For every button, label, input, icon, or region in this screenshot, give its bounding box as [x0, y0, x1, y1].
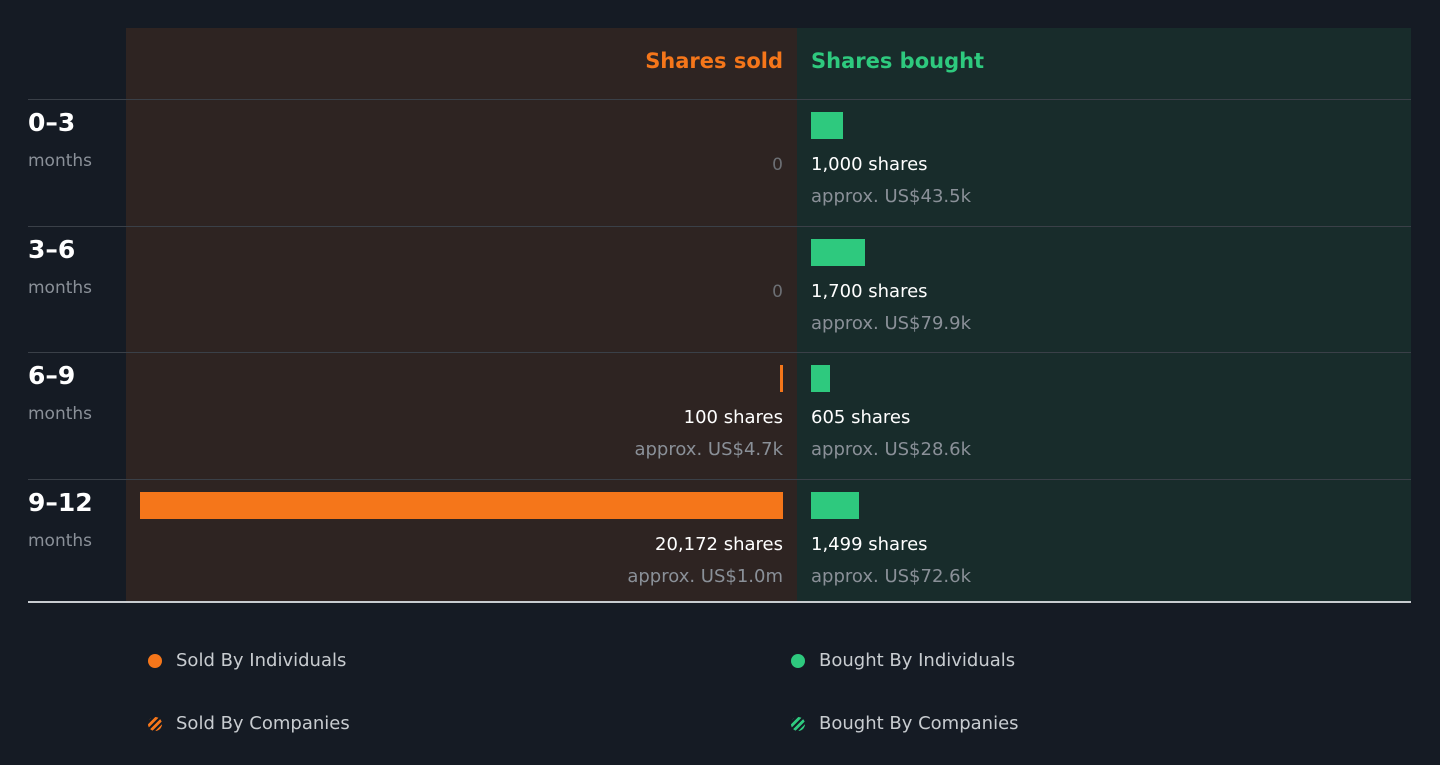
- sold-zero: 0: [772, 155, 783, 175]
- period-unit: months: [28, 151, 93, 171]
- bought-bar: [811, 112, 843, 139]
- row-divider: [28, 225, 1411, 227]
- legend-item: Bought By Individuals: [791, 650, 1015, 671]
- shares-sold-header: Shares sold: [645, 49, 783, 73]
- legend-hatch-icon: [148, 716, 162, 731]
- period-label: 3–6: [28, 234, 76, 264]
- bought-panel: [797, 28, 1411, 602]
- bought-approx-value: approx. US$79.9k: [811, 312, 971, 334]
- legend-dot-icon: [148, 653, 162, 668]
- legend-label: Bought By Individuals: [819, 650, 1016, 671]
- sold-zero: 0: [772, 281, 783, 302]
- sold-shares: 20,172 shares: [655, 533, 783, 555]
- bought-shares: 1,700 shares: [811, 280, 928, 302]
- bought-approx-value: approx. US$72.6k: [811, 565, 971, 587]
- sold-approx-value: approx. US$1.0m: [627, 565, 783, 587]
- legend-hatch-icon: [791, 716, 805, 731]
- chart-baseline: [28, 601, 1411, 603]
- period-unit: months: [28, 530, 93, 551]
- bought-approx-value: approx. US$43.5k: [811, 186, 971, 207]
- legend-item: Sold By Companies: [148, 713, 350, 734]
- legend-item: Sold By Individuals: [148, 650, 346, 671]
- bought-shares: 605 shares: [811, 407, 911, 428]
- legend-label: Sold By Companies: [176, 713, 350, 734]
- row-divider: [28, 478, 1411, 480]
- period-label: 0–3: [28, 108, 76, 137]
- shares-bought-header: Shares bought: [811, 49, 985, 73]
- period-unit: months: [28, 404, 93, 424]
- legend-label: Sold By Individuals: [176, 650, 347, 671]
- row-divider: [28, 99, 1411, 100]
- bought-bar: [811, 238, 865, 266]
- period-unit: months: [28, 277, 93, 298]
- legend-dot-icon: [791, 653, 805, 668]
- legend-label: Bought By Companies: [819, 713, 1019, 734]
- period-label: 6–9: [28, 361, 76, 390]
- sold-bar: [140, 491, 783, 519]
- bought-shares: 1,499 shares: [811, 533, 928, 555]
- bought-approx-value: approx. US$28.6k: [811, 439, 971, 460]
- period-label: 9–12: [28, 487, 93, 517]
- bought-shares: 1,000 shares: [811, 154, 928, 175]
- bought-bar: [811, 491, 859, 519]
- sold-shares: 100 shares: [683, 407, 783, 428]
- row-divider: [28, 352, 1411, 353]
- sold-bar: [779, 365, 783, 392]
- legend-item: Bought By Companies: [791, 713, 1019, 734]
- sold-approx-value: approx. US$4.7k: [634, 439, 783, 460]
- bought-bar: [811, 365, 831, 392]
